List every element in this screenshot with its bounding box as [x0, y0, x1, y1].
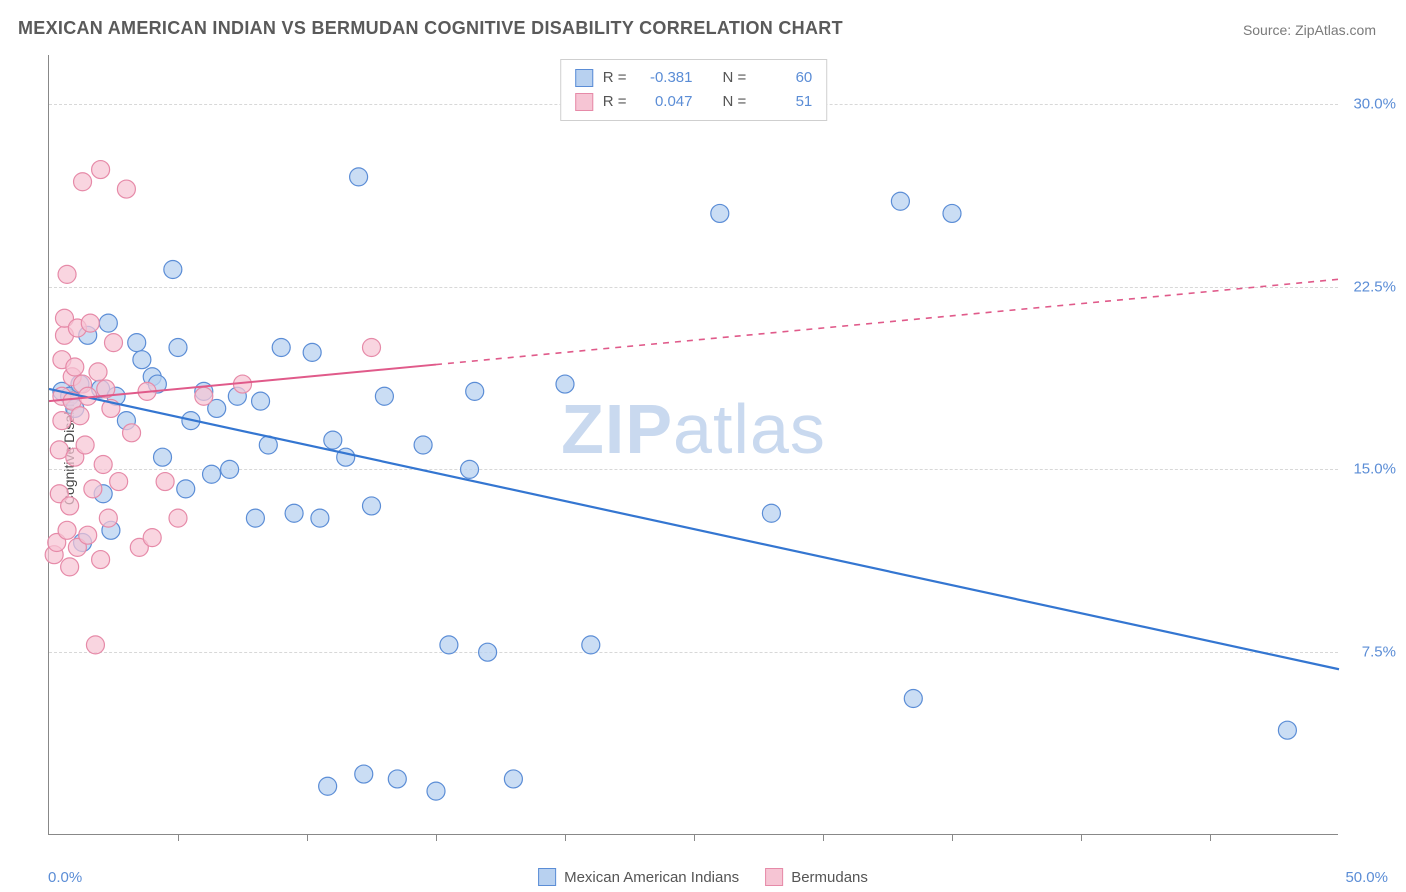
- scatter-point: [58, 265, 76, 283]
- scatter-point: [133, 351, 151, 369]
- scatter-point: [143, 529, 161, 547]
- y-tick-label: 7.5%: [1344, 644, 1396, 661]
- scatter-point: [99, 314, 117, 332]
- scatter-point: [110, 473, 128, 491]
- scatter-point: [337, 448, 355, 466]
- scatter-point: [375, 387, 393, 405]
- scatter-point: [61, 497, 79, 515]
- x-tick: [1210, 834, 1211, 841]
- scatter-point: [81, 314, 99, 332]
- x-axis-max-label: 50.0%: [1345, 869, 1388, 886]
- scatter-point: [92, 551, 110, 569]
- plot-area: ZIPatlas 7.5%15.0%22.5%30.0% R = -0.381 …: [48, 55, 1338, 835]
- scatter-point: [221, 460, 239, 478]
- x-tick: [823, 834, 824, 841]
- legend: Mexican American Indians Bermudans: [538, 868, 868, 886]
- legend-label-2: Bermudans: [791, 869, 868, 886]
- y-tick-label: 22.5%: [1344, 278, 1396, 295]
- scatter-point: [169, 339, 187, 357]
- scatter-point: [74, 173, 92, 191]
- trend-line-solid: [49, 389, 1339, 669]
- x-tick: [307, 834, 308, 841]
- x-tick: [565, 834, 566, 841]
- scatter-point: [154, 448, 172, 466]
- trend-line-dashed: [436, 279, 1339, 364]
- scatter-point: [156, 473, 174, 491]
- scatter-point: [117, 180, 135, 198]
- scatter-point: [762, 504, 780, 522]
- scatter-point: [195, 387, 213, 405]
- legend-item-1: Mexican American Indians: [538, 868, 739, 886]
- scatter-point: [319, 777, 337, 795]
- scatter-point: [285, 504, 303, 522]
- scatter-point: [123, 424, 141, 442]
- scatter-point: [427, 782, 445, 800]
- scatter-point: [252, 392, 270, 410]
- scatter-point: [164, 261, 182, 279]
- y-tick-label: 30.0%: [1344, 95, 1396, 112]
- scatter-point: [177, 480, 195, 498]
- x-tick: [178, 834, 179, 841]
- chart-title: MEXICAN AMERICAN INDIAN VS BERMUDAN COGN…: [18, 18, 843, 39]
- scatter-point: [76, 436, 94, 454]
- scatter-point: [272, 339, 290, 357]
- scatter-point: [388, 770, 406, 788]
- x-axis-min-label: 0.0%: [48, 869, 82, 886]
- scatter-point: [84, 480, 102, 498]
- scatter-point: [92, 161, 110, 179]
- scatter-point: [504, 770, 522, 788]
- legend-swatch-pink: [765, 868, 783, 886]
- scatter-point: [105, 334, 123, 352]
- x-tick: [436, 834, 437, 841]
- scatter-point: [1278, 721, 1296, 739]
- scatter-point: [324, 431, 342, 449]
- scatter-point: [86, 636, 104, 654]
- scatter-point: [203, 465, 221, 483]
- scatter-point: [355, 765, 373, 783]
- scatter-point: [311, 509, 329, 527]
- chart-container: MEXICAN AMERICAN INDIAN VS BERMUDAN COGN…: [0, 0, 1406, 892]
- scatter-svg: [49, 55, 1338, 834]
- scatter-point: [363, 339, 381, 357]
- scatter-point: [943, 204, 961, 222]
- scatter-point: [556, 375, 574, 393]
- scatter-point: [350, 168, 368, 186]
- scatter-point: [479, 643, 497, 661]
- legend-swatch-blue: [538, 868, 556, 886]
- scatter-point: [440, 636, 458, 654]
- x-tick: [694, 834, 695, 841]
- scatter-point: [94, 456, 112, 474]
- scatter-point: [414, 436, 432, 454]
- scatter-point: [89, 363, 107, 381]
- x-tick: [952, 834, 953, 841]
- scatter-point: [58, 521, 76, 539]
- scatter-point: [891, 192, 909, 210]
- scatter-point: [711, 204, 729, 222]
- scatter-point: [466, 382, 484, 400]
- scatter-point: [66, 358, 84, 376]
- scatter-point: [71, 407, 89, 425]
- legend-label-1: Mexican American Indians: [564, 869, 739, 886]
- scatter-point: [79, 526, 97, 544]
- scatter-point: [169, 509, 187, 527]
- scatter-point: [246, 509, 264, 527]
- scatter-point: [99, 509, 117, 527]
- scatter-point: [363, 497, 381, 515]
- x-tick: [1081, 834, 1082, 841]
- scatter-point: [303, 343, 321, 361]
- scatter-point: [61, 558, 79, 576]
- scatter-point: [53, 412, 71, 430]
- scatter-point: [904, 690, 922, 708]
- legend-item-2: Bermudans: [765, 868, 868, 886]
- scatter-point: [582, 636, 600, 654]
- y-tick-label: 15.0%: [1344, 461, 1396, 478]
- scatter-point: [461, 460, 479, 478]
- source-attribution: Source: ZipAtlas.com: [1243, 22, 1376, 38]
- scatter-point: [128, 334, 146, 352]
